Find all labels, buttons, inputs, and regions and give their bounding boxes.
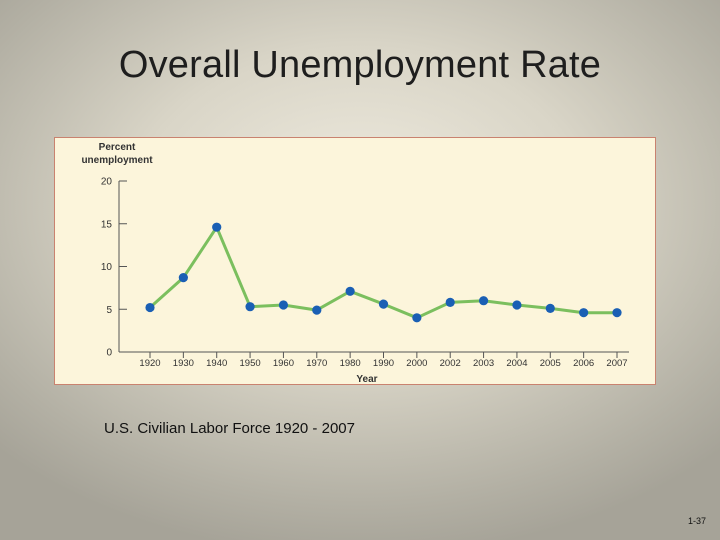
chart-caption: U.S. Civilian Labor Force 1920 - 2007 xyxy=(104,420,355,437)
data-point xyxy=(512,300,522,310)
x-tick-label: 1930 xyxy=(173,358,194,369)
data-point xyxy=(445,297,455,308)
data-point xyxy=(245,302,255,312)
x-tick-label: 1940 xyxy=(206,358,227,369)
y-axis-label-line-2: unemployment xyxy=(81,155,153,166)
data-point xyxy=(378,299,389,309)
data-point xyxy=(145,302,155,313)
data-point xyxy=(212,222,222,232)
x-tick-label: 2006 xyxy=(573,358,594,369)
chart-panel: Percent unemployment Year 0 5 10 15 20 1920 19… xyxy=(54,137,656,385)
y-tick-label: 20 xyxy=(101,177,113,188)
y-axis-label-line-1: Percent xyxy=(99,142,136,153)
data-point xyxy=(545,303,555,313)
data-point xyxy=(579,308,589,318)
slide-title: Overall Unemployment Rate xyxy=(118,44,602,86)
y-tick-label: 0 xyxy=(106,348,112,359)
page-number: 1-37 xyxy=(687,516,706,526)
data-point xyxy=(478,296,489,306)
x-tick-label: 1980 xyxy=(340,358,361,369)
y-tick-label: 10 xyxy=(101,262,113,273)
data-point xyxy=(612,308,622,318)
x-tick-label: 2003 xyxy=(473,358,494,369)
x-tick-label: 1950 xyxy=(240,358,261,369)
data-point xyxy=(345,286,355,296)
x-tick-label: 2000 xyxy=(406,358,427,369)
y-tick-label: 5 xyxy=(106,305,112,316)
y-tick-label: 15 xyxy=(101,219,113,230)
x-tick-label: 2004 xyxy=(506,358,527,369)
data-point xyxy=(178,273,188,283)
x-tick-label: 1920 xyxy=(139,358,160,369)
x-axis-label: Year xyxy=(356,374,377,385)
x-tick-label: 2005 xyxy=(540,358,561,369)
data-point xyxy=(412,313,422,323)
data-point xyxy=(278,300,289,310)
x-tick-label: 2002 xyxy=(440,358,461,369)
data-point xyxy=(312,305,322,315)
x-tick-label: 1960 xyxy=(273,358,294,369)
x-tick-label: 1990 xyxy=(373,358,394,369)
x-tick-label: 1970 xyxy=(306,358,327,369)
unemployment-line-chart: Percent unemployment Year 0 5 10 15 20 1920 19… xyxy=(81,142,629,385)
x-tick-label: 2007 xyxy=(606,358,627,369)
